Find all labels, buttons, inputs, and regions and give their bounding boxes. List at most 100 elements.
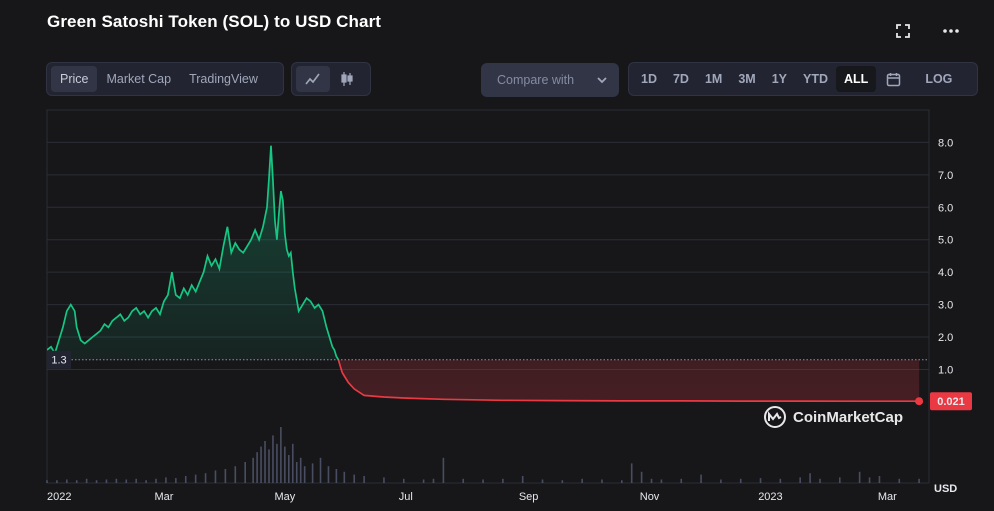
y-tick-label: 7.0 (938, 170, 953, 182)
volume-bar (85, 478, 88, 483)
volume-bar (214, 470, 217, 483)
time-range-tabs: 1D 7D 1M 3M 1Y YTD ALL LOG (628, 62, 978, 96)
y-axis-unit-label: USD (934, 483, 957, 495)
volume-bar (482, 479, 484, 483)
x-tick-label: 2022 (47, 491, 71, 503)
volume-bar (442, 457, 445, 483)
volume-bar (66, 479, 68, 483)
volume-bar (105, 479, 108, 483)
volume-bar (46, 480, 48, 483)
volume-bar (175, 478, 177, 483)
last-price-dot (915, 397, 924, 406)
volume-bar (541, 479, 544, 483)
volume-bar (521, 476, 524, 483)
volume-bar (115, 478, 118, 483)
volume-bar (194, 474, 197, 483)
volume-bar (125, 479, 128, 483)
more-icon[interactable] (938, 20, 964, 42)
volume-bar (204, 473, 207, 483)
volume-bar (303, 466, 306, 483)
range-3m[interactable]: 3M (738, 72, 756, 86)
tab-tradingview[interactable]: TradingView (189, 72, 258, 86)
volume-bar (165, 477, 167, 483)
volume-bar (462, 478, 465, 483)
volume-bar (363, 476, 365, 483)
volume-bar (601, 479, 603, 483)
volume-bar (779, 478, 782, 483)
baseline-label: 1.3 (51, 355, 66, 367)
volume-bar (422, 479, 425, 483)
volume-bar (660, 479, 663, 483)
x-tick-label: Nov (640, 491, 660, 503)
x-tick-label: Jul (399, 491, 413, 503)
calendar-icon[interactable] (876, 66, 911, 92)
volume-bar (319, 457, 322, 483)
volume-bar (234, 466, 237, 483)
x-tick-label: Sep (519, 491, 539, 503)
coinmarketcap-watermark: CoinMarketCap (763, 405, 903, 429)
view-tabs: Price Market Cap TradingView (46, 62, 284, 96)
watermark-text: CoinMarketCap (793, 408, 904, 426)
range-1d[interactable]: 1D (641, 72, 657, 86)
volume-bar (343, 471, 346, 483)
x-tick-label: 2023 (758, 491, 782, 503)
top-actions (890, 20, 964, 42)
y-tick-label: 6.0 (938, 202, 953, 214)
volume-bar (295, 462, 298, 483)
volume-bar (819, 478, 821, 483)
plot-frame (46, 109, 930, 484)
volume-bar (335, 469, 338, 483)
range-1y[interactable]: 1Y (771, 72, 788, 86)
area-below-baseline (47, 359, 920, 402)
range-ytd[interactable]: YTD (803, 72, 829, 86)
tab-price[interactable]: Price (51, 66, 98, 92)
price-line-down (337, 359, 920, 403)
baseline-label-bg (47, 350, 71, 369)
volume-bar (858, 471, 861, 483)
y-tick-label: 3.0 (938, 300, 953, 312)
volume-bar (502, 478, 504, 483)
y-tick-label: 8.0 (938, 137, 953, 149)
volume-bar (739, 478, 742, 483)
volume-bar (291, 443, 294, 483)
compare-with-select[interactable]: Compare with (481, 63, 619, 97)
volume-bar (256, 452, 258, 483)
volume-bar (799, 477, 801, 483)
volume-bar (155, 478, 157, 483)
volume-bar (280, 427, 282, 483)
volume-bar (720, 479, 722, 483)
volume-bar (650, 478, 653, 483)
volume-bar (839, 477, 841, 483)
volume-bar (432, 478, 435, 483)
log-toggle[interactable]: LOG (925, 72, 953, 86)
volume-bar (264, 441, 266, 483)
volume-bar (759, 478, 762, 483)
range-7d[interactable]: 7D (672, 72, 689, 86)
line-chart-icon[interactable] (296, 66, 330, 92)
range-1m[interactable]: 1M (704, 72, 723, 86)
tab-market-cap[interactable]: Market Cap (106, 72, 172, 86)
volume-bar (581, 478, 583, 483)
volume-bar (311, 463, 314, 483)
volume-bar (918, 478, 920, 483)
volume-bar (145, 480, 147, 483)
volume-bar (284, 446, 286, 483)
candlestick-icon[interactable] (330, 66, 364, 92)
volume-bar (75, 480, 78, 483)
fullscreen-icon[interactable] (890, 20, 916, 42)
volume-bar (898, 478, 901, 483)
range-all[interactable]: ALL (836, 66, 877, 92)
chevron-down-icon (597, 77, 607, 84)
volume-bar (299, 457, 302, 483)
volume-bar (260, 446, 262, 483)
y-tick-label: 1.0 (938, 364, 953, 376)
volume-bar (809, 473, 811, 483)
volume-bar (272, 435, 274, 483)
volume-bar (327, 466, 330, 483)
compare-with-label: Compare with (497, 73, 575, 87)
volume-bar (402, 478, 405, 483)
volume-bar (244, 462, 247, 483)
volume-bar (561, 480, 564, 483)
x-tick-label: May (274, 491, 295, 503)
